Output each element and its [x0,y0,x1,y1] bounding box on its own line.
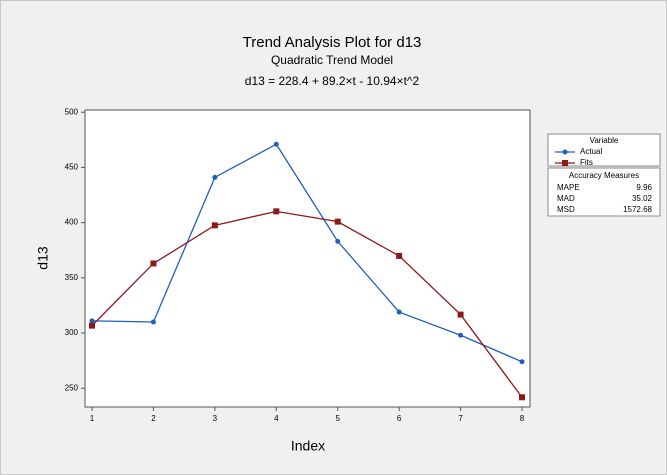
x-tick-label: 8 [520,414,525,423]
equation: d13 = 228.4 + 89.2×t - 10.94×t^2 [245,74,420,88]
accuracy-box [547,167,661,217]
plot-area [84,109,531,408]
y-tick-label: 450 [65,163,79,172]
legend-label: Actual [580,147,602,156]
data-point [273,141,279,147]
y-tick-label: 250 [65,383,79,392]
x-tick-label: 4 [274,414,279,423]
accuracy-name: MAD [557,194,575,203]
y-tick-label: 400 [65,218,79,227]
data-point [396,309,402,315]
x-tick-label: 1 [90,414,95,423]
x-tick-label: 6 [397,414,402,423]
legend-label: Fits [580,158,593,167]
x-tick-label: 5 [335,414,340,423]
legend-title: Variable [590,136,619,145]
data-point [334,218,341,225]
x-tick-label: 3 [213,414,218,423]
accuracy-value: 9.96 [636,183,652,192]
data-point [519,359,525,365]
chart-subtitle: Quadratic Trend Model [271,53,393,67]
data-point [457,311,464,318]
accuracy-title: Accuracy Measures [569,171,639,180]
legend-marker [562,149,568,155]
data-point [519,394,526,401]
data-point [150,260,157,267]
x-tick-label: 2 [151,414,156,423]
data-point [273,208,280,215]
series-line [91,210,523,398]
legend-marker [562,160,568,166]
accuracy-name: MAPE [557,183,580,192]
data-point [150,319,156,325]
chart-title: Trend Analysis Plot for d13 [243,34,422,51]
data-point [396,252,403,259]
data-point [89,318,95,324]
x-axis-label: Index [291,438,325,454]
y-tick-label: 500 [65,107,79,116]
data-point [212,174,218,180]
accuracy-name: MSD [557,205,575,214]
data-point [89,322,96,329]
x-tick-label: 7 [458,414,463,423]
series-line [91,143,523,363]
accuracy-value: 35.02 [632,194,653,203]
data-point [458,332,464,338]
y-tick-label: 300 [65,328,79,337]
y-axis-label: d13 [35,246,51,270]
data-point [335,238,341,244]
y-tick-label: 350 [65,273,79,282]
accuracy-value: 1572.68 [623,205,652,214]
data-point [211,222,218,229]
